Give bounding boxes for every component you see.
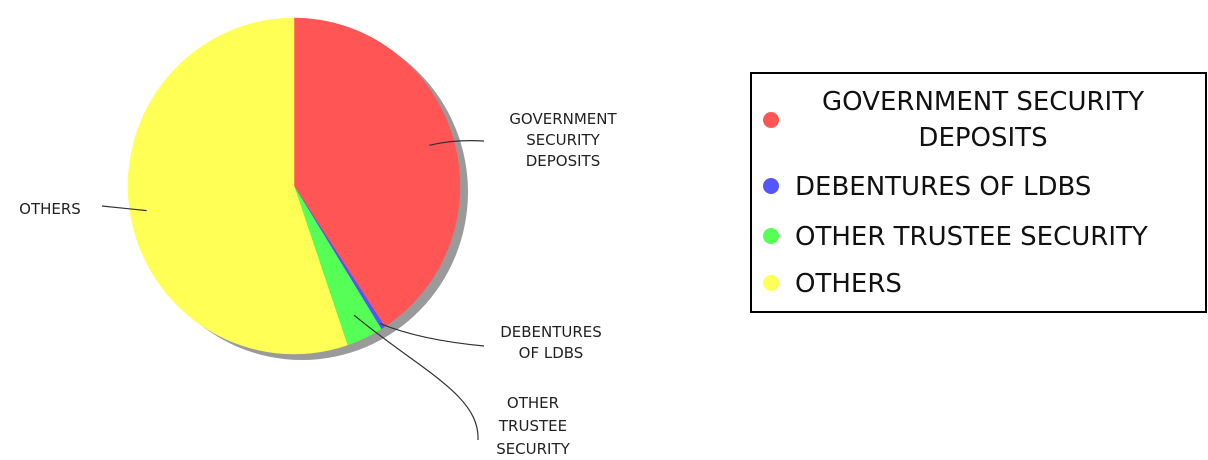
slice-labels: GOVERNMENT SECURITY DEPOSITS DEBENTURES OF L… bbox=[19, 110, 617, 458]
legend-item-other-trustee-security: OTHER TRUSTEE SECURITY bbox=[763, 222, 1148, 252]
legend-label-government-security-deposits: GOVERNMENT SECURITY bbox=[822, 87, 1144, 117]
slice-label-line: DEBENTURES bbox=[500, 323, 602, 341]
legend-swatch-debentures-of-ldbs bbox=[763, 178, 779, 194]
leader-line-debentures-of-ldbs bbox=[380, 323, 485, 347]
legend: GOVERNMENT SECURITY DEPOSITS DEBENTURES OF… bbox=[750, 72, 1207, 313]
slice-label-line: OTHERS bbox=[19, 200, 81, 218]
legend-swatch-government-security-deposits bbox=[763, 112, 779, 128]
legend-label-government-security-deposits: DEPOSITS bbox=[918, 123, 1047, 153]
leader-line-others bbox=[101, 205, 147, 212]
pie-slices bbox=[127, 17, 461, 355]
legend-label-other-trustee-security: OTHER TRUSTEE SECURITY bbox=[795, 222, 1148, 252]
leader-line-government-security-deposits bbox=[429, 140, 485, 146]
leader-lines bbox=[101, 140, 485, 441]
slice-label-line: OF LDBS bbox=[519, 344, 584, 362]
pie-slice-government-security-deposits bbox=[293, 17, 461, 328]
pie-slice-others bbox=[127, 17, 348, 355]
slice-label-line: TRUSTEE bbox=[498, 417, 567, 435]
legend-item-others: OTHERS bbox=[763, 269, 902, 299]
slice-label-line: OTHER bbox=[507, 394, 559, 412]
legend-box bbox=[750, 72, 1207, 313]
slice-label-debentures-of-ldbs: DEBENTURES OF LDBS bbox=[500, 323, 602, 362]
slice-label-line: DEPOSITS bbox=[526, 152, 601, 170]
slice-label-government-security-deposits: GOVERNMENT SECURITY DEPOSITS bbox=[509, 110, 617, 170]
slice-label-line: GOVERNMENT bbox=[509, 110, 617, 128]
legend-swatch-other-trustee-security bbox=[763, 228, 779, 244]
legend-label-debentures-of-ldbs: DEBENTURES OF LDBS bbox=[795, 172, 1091, 202]
slice-label-other-trustee-security: OTHER TRUSTEE SECURITY bbox=[496, 394, 570, 458]
legend-item-government-security-deposits: GOVERNMENT SECURITY DEPOSITS bbox=[763, 87, 1144, 153]
slice-label-line: SECURITY bbox=[496, 440, 570, 458]
slice-label-others: OTHERS bbox=[19, 200, 81, 218]
leader-line-other-trustee-security bbox=[353, 314, 479, 441]
legend-label-others: OTHERS bbox=[795, 269, 902, 299]
legend-item-debentures-of-ldbs: DEBENTURES OF LDBS bbox=[763, 172, 1091, 202]
legend-swatch-others bbox=[763, 275, 779, 291]
slice-label-line: SECURITY bbox=[526, 131, 600, 149]
